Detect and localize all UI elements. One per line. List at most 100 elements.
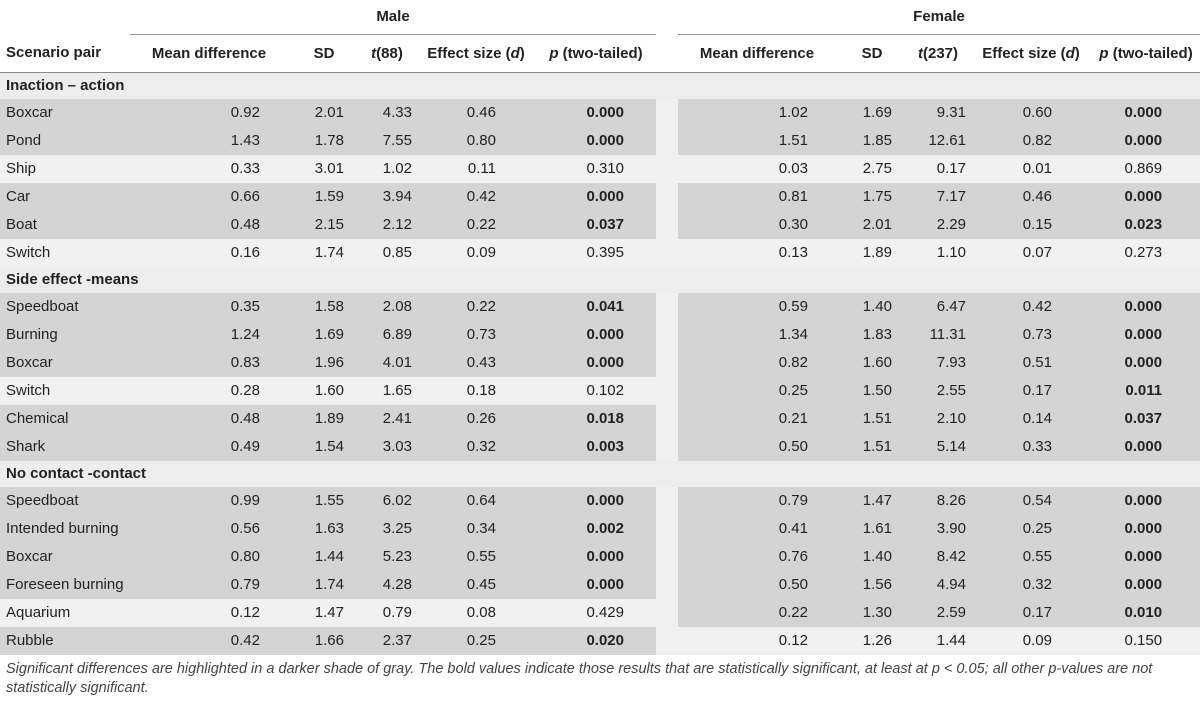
table-row: Ship 0.33 3.01 1.02 0.11 0.310 0.03 2.75 0.17 0.0… bbox=[0, 154, 1200, 183]
column-gap bbox=[656, 514, 678, 543]
male-p-value: 0.037 bbox=[538, 210, 656, 239]
female-mean-diff: 0.79 bbox=[678, 486, 838, 515]
female-effect-size: 0.55 bbox=[970, 542, 1094, 571]
male-effect-size: 0.42 bbox=[416, 182, 538, 211]
male-p-value: 0.000 bbox=[538, 98, 656, 127]
male-t: 2.08 bbox=[360, 292, 416, 321]
female-mean-diff: 1.51 bbox=[678, 126, 838, 155]
scenario-name: Boxcar bbox=[0, 542, 130, 571]
col-p-female: p (two-tailed) bbox=[1099, 44, 1193, 62]
female-p-value: 0.000 bbox=[1094, 292, 1200, 321]
female-t: 3.90 bbox=[908, 514, 970, 543]
scenario-name: Intended burning bbox=[0, 514, 130, 543]
female-mean-diff: 0.03 bbox=[678, 154, 838, 183]
male-sd: 2.01 bbox=[290, 98, 360, 127]
male-mean-diff: 0.80 bbox=[130, 542, 290, 571]
female-t: 2.10 bbox=[908, 404, 970, 433]
male-mean-diff: 0.79 bbox=[130, 570, 290, 599]
male-t: 6.89 bbox=[360, 320, 416, 349]
male-t: 4.28 bbox=[360, 570, 416, 599]
male-t: 7.55 bbox=[360, 126, 416, 155]
female-sd: 1.40 bbox=[838, 542, 908, 571]
column-gap bbox=[656, 154, 678, 183]
scenario-name: Pond bbox=[0, 126, 130, 155]
male-effect-size: 0.09 bbox=[416, 238, 538, 267]
male-sd: 1.74 bbox=[290, 570, 360, 599]
female-effect-size: 0.15 bbox=[970, 210, 1094, 239]
female-effect-size: 0.60 bbox=[970, 98, 1094, 127]
table-row: Shark 0.49 1.54 3.03 0.32 0.003 0.50 1.51 5.14 0.… bbox=[0, 432, 1200, 461]
male-effect-size: 0.25 bbox=[416, 626, 538, 655]
male-sd: 1.89 bbox=[290, 404, 360, 433]
col-sd-female: SD bbox=[861, 44, 883, 62]
female-effect-size: 0.25 bbox=[970, 514, 1094, 543]
male-mean-diff: 0.92 bbox=[130, 98, 290, 127]
scenario-name: Speedboat bbox=[0, 486, 130, 515]
scenario-name: Aquarium bbox=[0, 598, 130, 627]
male-mean-diff: 0.16 bbox=[130, 238, 290, 267]
column-gap bbox=[656, 542, 678, 571]
female-effect-size: 0.73 bbox=[970, 320, 1094, 349]
scenario-name: Boxcar bbox=[0, 98, 130, 127]
male-p-value: 0.020 bbox=[538, 626, 656, 655]
column-gap bbox=[656, 182, 678, 211]
male-t: 0.85 bbox=[360, 238, 416, 267]
female-mean-diff: 0.22 bbox=[678, 598, 838, 627]
column-gap bbox=[656, 292, 678, 321]
female-mean-diff: 0.82 bbox=[678, 348, 838, 377]
female-sd: 2.75 bbox=[838, 154, 908, 183]
male-p-value: 0.000 bbox=[538, 486, 656, 515]
male-mean-diff: 0.66 bbox=[130, 182, 290, 211]
table-row: Chemical 0.48 1.89 2.41 0.26 0.018 0.21 1.51 2.1… bbox=[0, 404, 1200, 433]
male-p-value: 0.429 bbox=[538, 598, 656, 627]
female-t: 2.55 bbox=[908, 376, 970, 405]
female-sd: 1.85 bbox=[838, 126, 908, 155]
table-row: Pond 1.43 1.78 7.55 0.80 0.000 1.51 1.85 12.61 0.… bbox=[0, 126, 1200, 155]
female-effect-size: 0.54 bbox=[970, 486, 1094, 515]
female-mean-diff: 0.50 bbox=[678, 570, 838, 599]
female-effect-size: 0.09 bbox=[970, 626, 1094, 655]
female-effect-size: 0.14 bbox=[970, 404, 1094, 433]
male-t: 6.02 bbox=[360, 486, 416, 515]
footnote: Significant differences are highlighted … bbox=[6, 660, 1153, 696]
male-sd: 1.47 bbox=[290, 598, 360, 627]
section-title: No contact -contact bbox=[0, 460, 1200, 487]
male-effect-size: 0.64 bbox=[416, 486, 538, 515]
male-effect-size: 0.80 bbox=[416, 126, 538, 155]
male-effect-size: 0.32 bbox=[416, 432, 538, 461]
female-t: 11.31 bbox=[908, 320, 970, 349]
table-row: Boat 0.48 2.15 2.12 0.22 0.037 0.30 2.01 2.29 0.1… bbox=[0, 210, 1200, 239]
table-row: Foreseen burning 0.79 1.74 4.28 0.45 0.000 0.5… bbox=[0, 570, 1200, 599]
male-mean-diff: 0.49 bbox=[130, 432, 290, 461]
female-t: 5.14 bbox=[908, 432, 970, 461]
female-sd: 1.75 bbox=[838, 182, 908, 211]
female-effect-size: 0.01 bbox=[970, 154, 1094, 183]
male-mean-diff: 0.48 bbox=[130, 210, 290, 239]
female-effect-size: 0.07 bbox=[970, 238, 1094, 267]
scenario-name: Burning bbox=[0, 320, 130, 349]
female-sd: 1.51 bbox=[838, 432, 908, 461]
male-t: 1.02 bbox=[360, 154, 416, 183]
male-mean-diff: 0.56 bbox=[130, 514, 290, 543]
scenario-name: Boat bbox=[0, 210, 130, 239]
female-sd: 1.60 bbox=[838, 348, 908, 377]
female-t: 6.47 bbox=[908, 292, 970, 321]
female-mean-diff: 0.81 bbox=[678, 182, 838, 211]
male-p-value: 0.310 bbox=[538, 154, 656, 183]
male-sd: 1.63 bbox=[290, 514, 360, 543]
male-mean-diff: 1.43 bbox=[130, 126, 290, 155]
male-effect-size: 0.08 bbox=[416, 598, 538, 627]
male-mean-diff: 0.48 bbox=[130, 404, 290, 433]
male-effect-size: 0.43 bbox=[416, 348, 538, 377]
column-gap bbox=[656, 238, 678, 267]
results-table: Male Female Scenario pair Mean differenc… bbox=[0, 0, 1200, 655]
male-t: 2.41 bbox=[360, 404, 416, 433]
female-sd: 1.89 bbox=[838, 238, 908, 267]
column-header-row: Scenario pair Mean difference SD t(88) E… bbox=[0, 34, 1200, 72]
female-effect-size: 0.46 bbox=[970, 182, 1094, 211]
male-effect-size: 0.18 bbox=[416, 376, 538, 405]
female-sd: 1.30 bbox=[838, 598, 908, 627]
male-sd: 1.66 bbox=[290, 626, 360, 655]
column-gap bbox=[656, 376, 678, 405]
female-mean-diff: 0.41 bbox=[678, 514, 838, 543]
